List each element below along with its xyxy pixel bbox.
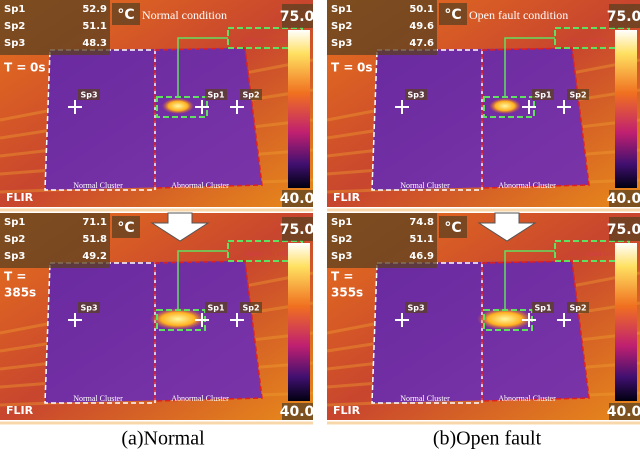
cluster-label: Normal Cluster [400, 181, 450, 190]
reading-value: 51.1 [82, 21, 107, 32]
reading-label: Sp1 [4, 217, 25, 228]
spot-label: Sp2 [569, 304, 586, 313]
unit: °C [444, 220, 461, 236]
reading-value: 52.9 [82, 4, 107, 15]
scale-max: 75.0 [607, 9, 640, 25]
reading-value: 49.6 [409, 21, 434, 32]
scale-min: 40.0 [280, 404, 315, 420]
solar-panel [372, 261, 589, 403]
reading-label: Sp1 [4, 4, 25, 15]
logo: FLIR [6, 191, 34, 204]
spot-label: Sp1 [534, 304, 551, 313]
thermal-panel: Abnormal cell Sp1 50.1 Sp2 49.6 Sp3 47.6 °C Open… [327, 0, 640, 210]
colorbar [288, 30, 310, 188]
callout-text: Abnormal cell [242, 249, 289, 258]
cluster-label: Abnormal Cluster [498, 181, 556, 190]
colorbar [615, 243, 637, 401]
solar-panel [45, 48, 262, 190]
thermal-panel: Abnormal cell Sp1 52.9 Sp2 51.1 Sp3 48.3 °C Norm… [0, 0, 315, 210]
figure: (a)Normal (b)Open fault Abnormal cell Sp1… [0, 0, 640, 457]
cluster-label: Normal Cluster [73, 181, 123, 190]
time-value: 385s [4, 286, 36, 300]
thermal-panel: Abnormal cell Sp1 74.8 Sp2 51.1 Sp3 46.9 °C 75.0… [327, 213, 640, 423]
reading-label: Sp3 [331, 251, 352, 262]
time-value: 0s [30, 61, 46, 75]
cluster-label: Normal Cluster [73, 394, 123, 403]
thermal-panel: Abnormal cell Sp1 71.1 Sp2 51.8 Sp3 49.2 °C 75.0… [0, 213, 315, 423]
reading-label: Sp3 [4, 38, 25, 49]
hot-spot [162, 98, 194, 114]
scale-min: 40.0 [607, 191, 640, 207]
reading-value: 46.9 [409, 251, 434, 262]
time-value: 355s [331, 286, 363, 300]
reading-value: 50.1 [409, 4, 434, 15]
cluster-label: Abnormal Cluster [171, 181, 229, 190]
time-label: T = [331, 61, 353, 75]
spot-label: Sp1 [207, 304, 224, 313]
spot-label: Sp3 [407, 91, 424, 100]
spot-label: Sp2 [569, 91, 586, 100]
colorbar [288, 243, 310, 401]
reading-label: Sp1 [331, 4, 352, 15]
callout-text: Abnormal cell [242, 36, 289, 45]
condition-title: Normal condition [142, 8, 227, 22]
reading-value: 74.8 [409, 217, 434, 228]
reading-value: 51.1 [409, 234, 434, 245]
scale-max: 75.0 [280, 9, 315, 25]
time-label: T = [4, 61, 26, 75]
unit: °C [117, 7, 134, 23]
unit: °C [444, 7, 461, 23]
colorbar [615, 30, 637, 188]
time-value: 0s [357, 61, 373, 75]
reading-label: Sp2 [331, 21, 352, 32]
reading-label: Sp3 [331, 38, 352, 49]
scale-min: 40.0 [280, 191, 315, 207]
reading-label: Sp1 [331, 217, 352, 228]
caption: (b)Open fault [433, 428, 542, 450]
spot-label: Sp3 [407, 304, 424, 313]
reading-value: 48.3 [82, 38, 107, 49]
reading-label: Sp3 [4, 251, 25, 262]
spot-label: Sp1 [207, 91, 224, 100]
time-label: T = [4, 270, 26, 284]
callout-text: Abnormal cell [569, 36, 616, 45]
solar-panel [372, 48, 589, 190]
reading-label: Sp2 [4, 234, 25, 245]
logo: FLIR [6, 404, 34, 417]
cluster-label: Normal Cluster [400, 394, 450, 403]
logo: FLIR [333, 191, 361, 204]
scale-min: 40.0 [607, 404, 640, 420]
reading-value: 49.2 [82, 251, 107, 262]
reading-value: 51.8 [82, 234, 107, 245]
reading-label: Sp2 [4, 21, 25, 32]
time-label: T = [331, 270, 353, 284]
callout-text: Abnormal cell [569, 249, 616, 258]
spot-label: Sp2 [242, 304, 259, 313]
scale-max: 75.0 [607, 222, 640, 238]
logo: FLIR [333, 404, 361, 417]
unit: °C [117, 220, 134, 236]
cluster-label: Abnormal Cluster [498, 394, 556, 403]
hot-spot [489, 98, 521, 114]
cluster-label: Abnormal Cluster [171, 394, 229, 403]
spot-label: Sp2 [242, 91, 259, 100]
reading-value: 47.6 [409, 38, 434, 49]
caption: (a)Normal [121, 428, 205, 450]
solar-panel [45, 261, 262, 403]
spot-label: Sp3 [80, 304, 97, 313]
condition-title: Open fault condition [469, 8, 568, 22]
page: {"panels": [ {"readings": [{"label": "Sp… [0, 0, 640, 457]
scale-max: 75.0 [280, 222, 315, 238]
reading-value: 71.1 [82, 217, 107, 228]
spot-label: Sp3 [80, 91, 97, 100]
reading-label: Sp2 [331, 234, 352, 245]
spot-label: Sp1 [534, 91, 551, 100]
